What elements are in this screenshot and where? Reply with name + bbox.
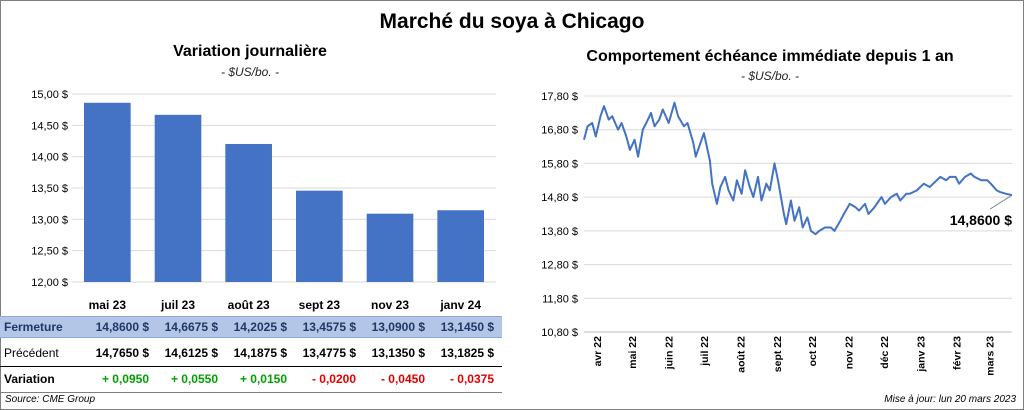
bar: [437, 210, 484, 282]
bar: [296, 190, 343, 282]
y-tick-label: 13,00 $: [31, 214, 68, 226]
x-tick-label: nov 23: [371, 298, 409, 312]
table-cell: + 0,0950: [101, 372, 149, 386]
table-cell: + 0,0150: [239, 372, 287, 386]
table-cell: 14,1875 $: [233, 346, 287, 360]
table-cell: 13,4575 $: [302, 320, 356, 334]
x-tick-label: juin 22: [664, 336, 676, 370]
table-cell: 14,6675 $: [164, 320, 218, 334]
table-row-closing: Fermeture 14,8600 $ 14,6675 $ 14,2025 $ …: [0, 316, 502, 338]
table-cell: 13,1450 $: [440, 320, 494, 334]
x-tick-label: janv 24: [439, 298, 481, 312]
right-chart-subtitle: - $US/bo. -: [740, 69, 800, 83]
x-tick-label: août 22: [735, 336, 747, 373]
x-tick-label: juil 22: [699, 336, 711, 367]
y-tick-label: 15,80 $: [541, 158, 578, 170]
x-tick-label: avr 22: [592, 336, 604, 367]
row-label: Fermeture: [4, 320, 63, 334]
y-tick-label: 14,80 $: [541, 192, 578, 204]
x-tick-label: déc 22: [879, 336, 891, 369]
x-tick-label: sept 23: [299, 298, 341, 312]
row-label: Variation: [4, 372, 55, 386]
x-tick-label: oct 22: [807, 336, 819, 367]
table-cell: 14,8600 $: [95, 320, 149, 334]
table-row-variation: Variation + 0,0950 + 0,0550 + 0,0150 - 0…: [0, 368, 502, 390]
table-cell: 13,0900 $: [371, 320, 425, 334]
y-tick-label: 12,80 $: [541, 260, 578, 272]
x-tick-label: janv 23: [915, 336, 927, 373]
page-title: Marché du soya à Chicago: [379, 10, 645, 33]
x-tick-label: août 23: [228, 298, 270, 312]
table-cell: 13,4775 $: [302, 346, 356, 360]
y-tick-label: 12,50 $: [31, 246, 68, 258]
series-line: [583, 101, 1013, 236]
x-tick-label: sept 22: [772, 336, 784, 372]
table-row-previous: Précédent 14,7650 $ 14,6125 $ 14,1875 $ …: [0, 342, 502, 364]
x-tick-label: févr 23: [952, 336, 964, 370]
y-tick-label: 13,80 $: [541, 226, 578, 238]
bar-chart: 12,00 $ 12,50 $ 13,00 $ 13,50 $ 14,00 $ 14,50…: [31, 89, 496, 312]
x-tick-label: juil 23: [160, 298, 195, 312]
right-chart-title: Comportement échéance immédiate depuis 1…: [586, 48, 954, 65]
bar: [154, 114, 202, 282]
y-tick-label: 11,80 $: [542, 293, 578, 305]
table-cell: 14,7650 $: [95, 346, 149, 360]
last-value-label: 14,8600 $: [950, 212, 1012, 228]
update-note: Mise à jour: lun 20 mars 2023: [884, 394, 1016, 405]
y-tick-label: 12,00 $: [31, 277, 68, 289]
source-note: Source: CME Group: [5, 394, 96, 405]
bar: [84, 102, 131, 282]
bar: [366, 213, 414, 282]
y-tick-label: 15,00 $: [31, 89, 68, 101]
table-divider: [0, 392, 502, 393]
y-tick-label: 14,50 $: [31, 120, 68, 132]
table-cell: 14,6125 $: [164, 346, 218, 360]
table-cell: - 0,0200: [311, 372, 356, 386]
row-label: Précédent: [4, 346, 59, 360]
annotation-leader: [989, 194, 1013, 210]
x-tick-label: mai 23: [89, 298, 127, 312]
x-tick-label: nov 22: [844, 336, 856, 369]
table-cell: - 0,0450: [380, 372, 425, 386]
bar: [225, 143, 272, 282]
table-cell: 13,1825 $: [440, 346, 494, 360]
x-tick-label: mai 22: [627, 336, 639, 369]
y-tick-label: 10,80 $: [541, 327, 578, 339]
y-tick-label: 13,50 $: [31, 183, 68, 195]
table-cell: 14,2025 $: [233, 320, 287, 334]
table-cell: + 0,0550: [170, 372, 218, 386]
table-divider: [0, 366, 502, 367]
y-tick-label: 17,80 $: [541, 91, 578, 103]
table-cell: - 0,0375: [449, 372, 494, 386]
left-chart-subtitle: - $US/bo. -: [220, 65, 280, 79]
left-chart-title: Variation journalière: [173, 43, 327, 60]
y-tick-label: 14,00 $: [31, 152, 68, 164]
table-cell: 13,1350 $: [371, 346, 425, 360]
y-tick-label: 16,80 $: [541, 125, 578, 137]
x-tick-label: mars 23: [985, 336, 997, 376]
